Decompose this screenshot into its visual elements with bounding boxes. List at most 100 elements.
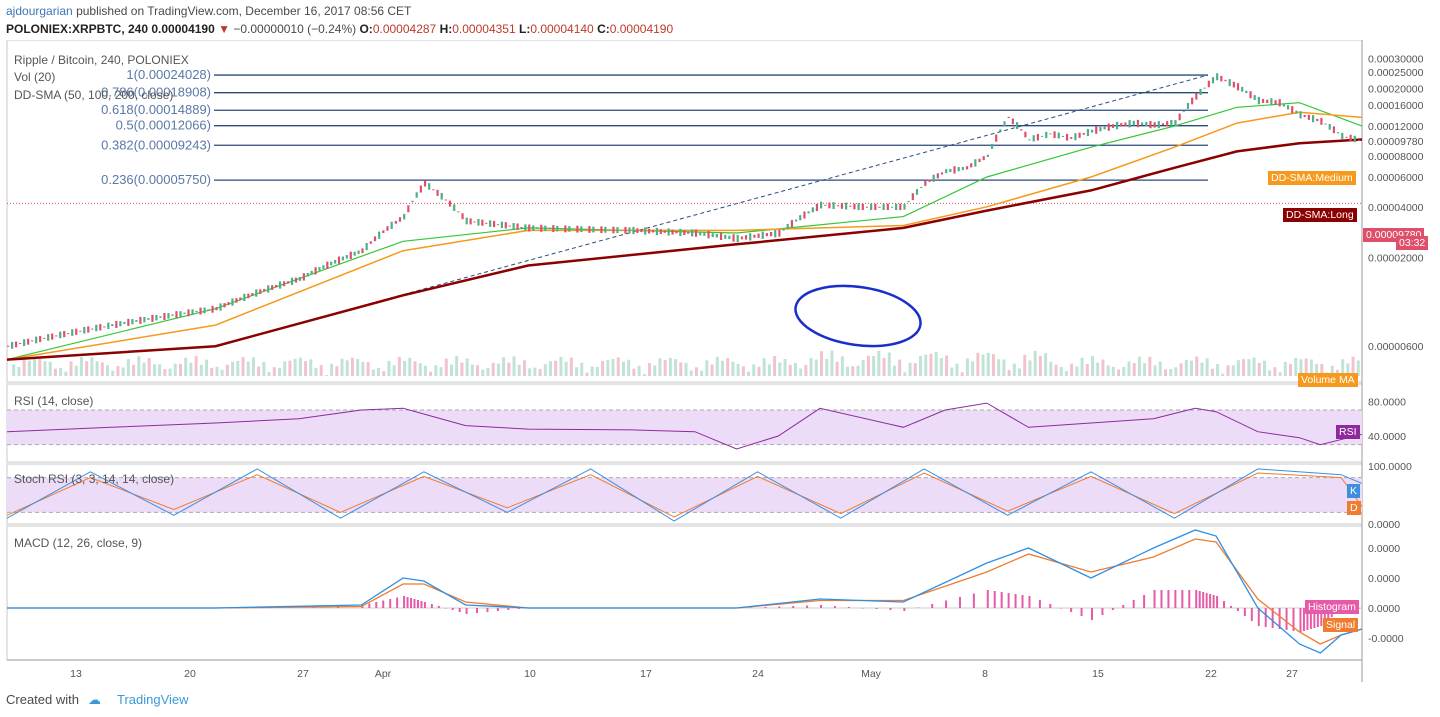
volume-bar [877, 350, 881, 376]
volume-bar [1330, 365, 1334, 376]
rsi-axis-tick: 80.0000 [1368, 396, 1406, 408]
macd-histogram-bar [993, 591, 996, 608]
price-candle [865, 206, 869, 208]
price-candle [857, 203, 860, 211]
price-candle [1065, 133, 1069, 141]
volume-bar [199, 364, 203, 376]
volume-bar [1304, 358, 1308, 376]
price-candle [71, 329, 74, 336]
price-candle [620, 229, 623, 231]
volume-bar [1059, 366, 1063, 376]
price-candle [1091, 129, 1094, 133]
volume-bar [283, 361, 287, 376]
macd-histogram-bar [945, 600, 948, 608]
volume-bar [846, 366, 850, 376]
price-candle [119, 321, 122, 327]
price-candle [1278, 99, 1281, 107]
price-candle [540, 224, 543, 232]
volume-bar [741, 366, 745, 376]
volume-bar [205, 359, 209, 376]
volume-bar [418, 363, 422, 376]
tradingview-link[interactable]: TradingView [117, 692, 189, 707]
volume-bar [1002, 359, 1006, 376]
price-candle [1003, 121, 1006, 127]
volume-bar [439, 367, 443, 376]
price-candle [235, 298, 238, 303]
price-candle [306, 272, 309, 277]
volume-bar [773, 356, 777, 376]
price-candle [895, 203, 898, 211]
ohlc-close-label: C: [597, 22, 610, 36]
price-candle [774, 229, 777, 238]
volume-bar [1273, 367, 1277, 376]
last-price: 0.00004190 [151, 22, 215, 36]
price-candle [1170, 119, 1173, 128]
footer: Created with ☁ TradingView [0, 682, 1440, 717]
macd-histogram-bar [750, 607, 753, 608]
macd-histogram-bar [1198, 591, 1201, 608]
price-candle [815, 203, 819, 212]
price-candle [334, 259, 337, 264]
price-candle [990, 143, 994, 149]
price-candle [1291, 106, 1294, 114]
volume-bar [1335, 369, 1339, 376]
price-candle [465, 217, 468, 225]
sma-short-line [6, 102, 1363, 361]
countdown-tag: 03:32 [1396, 236, 1429, 250]
volume-bar [116, 366, 120, 376]
volume-bar [997, 359, 1001, 376]
price-candle [1111, 124, 1115, 128]
price-candle [382, 230, 385, 234]
price-candle [612, 226, 615, 234]
price-candle [719, 232, 723, 240]
volume-bar [429, 371, 433, 376]
volume-bar [1049, 361, 1053, 376]
macd-histogram-bar [847, 607, 850, 608]
price-candle [1270, 98, 1273, 106]
price-candle [961, 166, 964, 171]
price-candle [749, 233, 752, 241]
volume-bar [913, 363, 917, 376]
price-candle [123, 322, 126, 324]
volume-bar [1018, 368, 1022, 376]
macd-histogram-bar [406, 597, 409, 608]
price-candle [23, 339, 26, 346]
volume-bar [1299, 359, 1303, 376]
volume-bar [64, 371, 68, 376]
price-candle [175, 311, 178, 319]
volume-bar [496, 363, 500, 376]
macd-histogram-bar [1195, 590, 1198, 608]
price-candle [1011, 118, 1014, 125]
macd-histogram-bar [389, 599, 392, 608]
price-candle [1099, 126, 1102, 132]
macd-histogram-bar [1205, 593, 1208, 608]
volume-bar [1169, 368, 1173, 376]
volume-bar [1226, 365, 1230, 376]
price-candle [600, 226, 603, 234]
macd-histogram-bar [1174, 590, 1177, 608]
volume-bar [1231, 365, 1235, 376]
macd-histogram-bar [444, 608, 447, 609]
price-candle [568, 226, 571, 232]
volume-bar [163, 369, 167, 376]
author-link[interactable]: ajdourgarian [6, 4, 73, 18]
volume-bar [830, 350, 834, 376]
tradingview-logo-icon[interactable]: ☁ [88, 692, 101, 707]
volume-bar [668, 357, 672, 376]
price-axis-tick: 0.00008000 [1368, 151, 1424, 163]
volume-bar [929, 353, 933, 376]
volume-bar [731, 361, 735, 376]
price-candle [911, 193, 914, 201]
volume-bar [872, 356, 876, 376]
volume-bar [945, 355, 949, 376]
rsi-pane-label: RSI (14, close) [14, 394, 94, 408]
volume-bar [757, 366, 761, 376]
price-candle [51, 333, 54, 340]
volume-bar [1007, 370, 1011, 376]
price-candle [699, 231, 702, 236]
volume-bar [1247, 359, 1251, 376]
price-candle [440, 192, 443, 200]
price-candle [453, 204, 456, 211]
price-candle [1220, 75, 1223, 82]
